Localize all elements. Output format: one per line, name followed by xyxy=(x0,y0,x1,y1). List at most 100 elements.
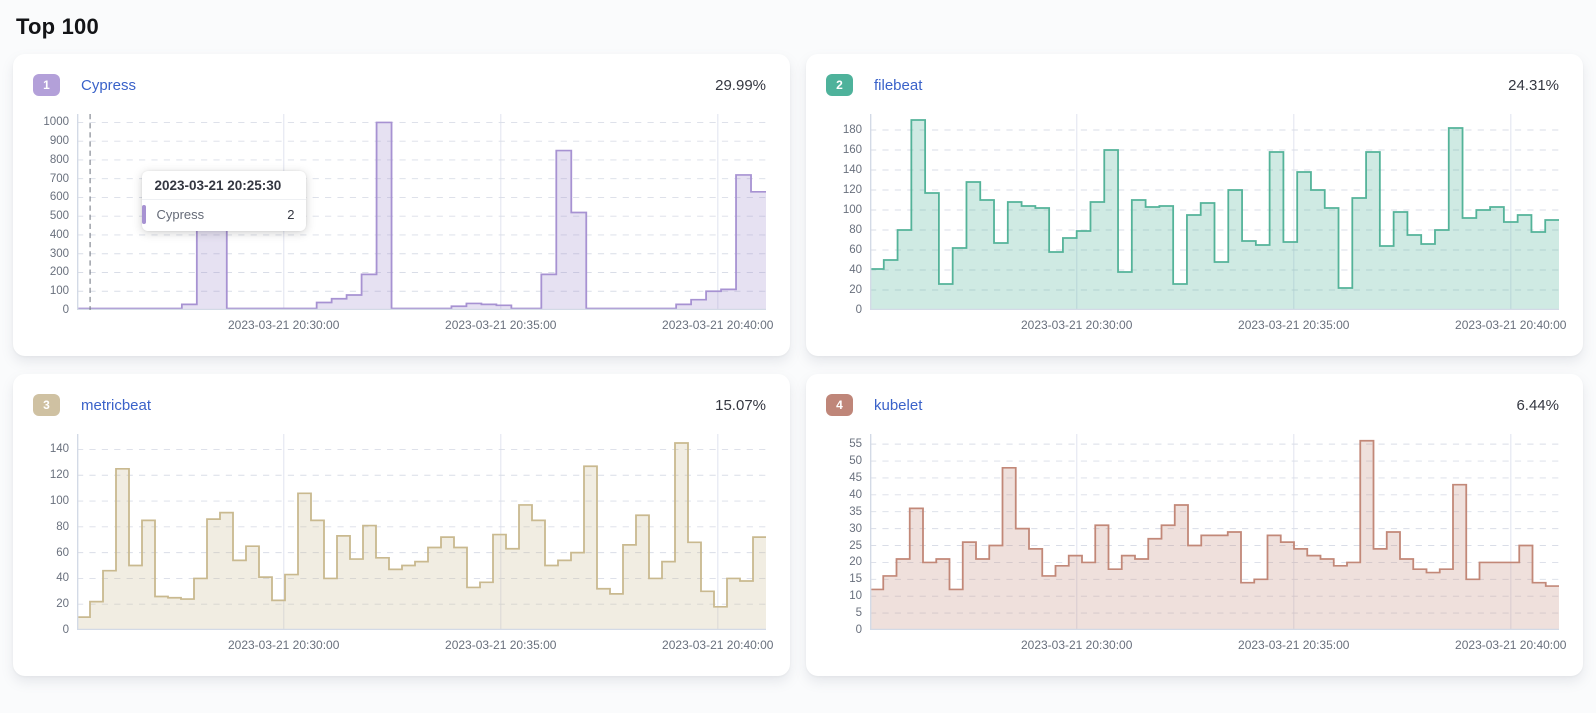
dashboard-grid: 1 Cypress 29.99% 1000 900 800 700 600 500 400 3… xyxy=(13,54,1583,676)
rank-badge: 1 xyxy=(33,74,60,96)
y-tick-label: 180 xyxy=(842,123,862,136)
y-tick-label: 500 xyxy=(49,210,69,223)
x-tick-label: 2023-03-21 20:40:00 xyxy=(662,318,774,332)
y-axis-labels: 55 50 45 40 35 30 25 20 15 10 5 0 xyxy=(826,434,870,636)
chart-tooltip: 2023-03-21 20:25:30 Cypress 2 xyxy=(142,170,307,231)
tooltip-series-name: Cypress xyxy=(156,206,205,222)
x-tick-label: 2023-03-21 20:35:00 xyxy=(1238,318,1350,332)
y-tick-label: 60 xyxy=(849,244,862,256)
y-tick-label: 10 xyxy=(849,590,862,603)
y-tick-label: 900 xyxy=(49,135,69,148)
percentage-value: 15.07% xyxy=(715,396,766,414)
y-tick-label: 0 xyxy=(855,304,862,316)
step-area-chart[interactable]: 180 160 140 120 100 80 60 40 20 0 2023-03-21 20:3… xyxy=(826,114,1566,332)
chart-card-kubelet: 4 kubelet 6.44% 55 50 45 40 35 30 25 20 15 10 5 0 2… xyxy=(806,374,1583,676)
step-area-chart[interactable]: 55 50 45 40 35 30 25 20 15 10 5 0 2023-03-21 20:30:… xyxy=(826,434,1566,652)
series-marker xyxy=(142,204,147,224)
card-header: 4 kubelet 6.44% xyxy=(826,394,1559,416)
series-link-filebeat[interactable]: filebeat xyxy=(874,76,923,94)
y-tick-label: 160 xyxy=(842,143,862,156)
y-tick-label: 55 xyxy=(849,438,862,451)
step-area-chart[interactable]: 1000 900 800 700 600 500 400 300 200 100 0 2023-03… xyxy=(33,114,773,332)
y-tick-label: 120 xyxy=(49,469,69,482)
y-tick-label: 20 xyxy=(849,556,862,569)
card-header: 1 Cypress 29.99% xyxy=(33,74,766,96)
x-tick-label: 2023-03-21 20:40:00 xyxy=(1455,638,1567,652)
y-axis-labels: 180 160 140 120 100 80 60 40 20 0 xyxy=(826,114,870,316)
x-tick-label: 2023-03-21 20:35:00 xyxy=(445,638,557,652)
y-tick-label: 300 xyxy=(49,247,69,260)
x-axis-labels: 2023-03-21 20:30:00 2023-03-21 20:35:00 20… xyxy=(870,630,1567,656)
y-tick-label: 100 xyxy=(49,285,69,298)
y-tick-label: 600 xyxy=(49,191,69,204)
x-axis-labels: 2023-03-21 20:30:00 2023-03-21 20:35:00 20… xyxy=(77,310,774,336)
y-axis-labels: 140 120 100 80 60 40 20 0 xyxy=(33,434,77,636)
chart-plot-area[interactable]: 2023-03-21 20:30:00 2023-03-21 20:35:00 20… xyxy=(77,434,773,652)
series-link-kubelet[interactable]: kubelet xyxy=(874,396,923,414)
y-tick-label: 100 xyxy=(49,495,69,508)
chart-card-filebeat: 2 filebeat 24.31% 180 160 140 120 100 80 60 40 2… xyxy=(806,54,1583,356)
x-tick-label: 2023-03-21 20:40:00 xyxy=(662,638,774,652)
y-tick-label: 400 xyxy=(49,228,69,241)
x-tick-label: 2023-03-21 20:30:00 xyxy=(1020,638,1133,652)
x-axis-labels: 2023-03-21 20:30:00 2023-03-21 20:35:00 20… xyxy=(77,630,774,656)
series-link-cypress[interactable]: Cypress xyxy=(81,76,137,94)
tooltip-timestamp: 2023-03-21 20:25:30 xyxy=(142,171,307,200)
rank-badge: 3 xyxy=(33,394,60,416)
percentage-value: 24.31% xyxy=(1508,76,1559,94)
x-tick-label: 2023-03-21 20:30:00 xyxy=(227,318,340,332)
y-axis-labels: 1000 900 800 700 600 500 400 300 200 100 0 xyxy=(33,114,77,316)
y-tick-label: 50 xyxy=(849,455,862,468)
y-tick-label: 1000 xyxy=(43,116,69,129)
chart-card-metricbeat: 3 metricbeat 15.07% 140 120 100 80 60 40 20 0 2… xyxy=(13,374,790,676)
y-tick-label: 20 xyxy=(849,284,862,296)
y-tick-label: 45 xyxy=(849,471,862,484)
y-tick-label: 15 xyxy=(849,573,862,586)
rank-badge: 4 xyxy=(826,394,853,416)
y-tick-label: 800 xyxy=(49,153,69,166)
y-tick-label: 140 xyxy=(49,443,69,456)
y-tick-label: 20 xyxy=(56,598,69,611)
x-axis-labels: 2023-03-21 20:30:00 2023-03-21 20:35:00 20… xyxy=(870,310,1567,336)
y-tick-label: 5 xyxy=(855,607,862,620)
y-tick-label: 100 xyxy=(842,204,862,216)
y-tick-label: 200 xyxy=(49,266,69,279)
page-title: Top 100 xyxy=(16,14,99,39)
chart-svg xyxy=(77,434,766,630)
chart-card-cypress: 1 Cypress 29.99% 1000 900 800 700 600 500 400 3… xyxy=(13,54,790,356)
y-tick-label: 0 xyxy=(62,624,69,636)
y-tick-label: 40 xyxy=(849,264,862,276)
y-tick-label: 0 xyxy=(855,624,862,636)
chart-plot-area[interactable]: 2023-03-21 20:30:00 2023-03-21 20:35:00 20… xyxy=(870,114,1566,332)
x-tick-label: 2023-03-21 20:30:00 xyxy=(1020,318,1133,332)
percentage-value: 6.44% xyxy=(1516,396,1559,414)
y-tick-label: 120 xyxy=(842,184,862,196)
y-tick-label: 140 xyxy=(842,163,862,176)
card-header: 2 filebeat 24.31% xyxy=(826,74,1559,96)
y-tick-label: 700 xyxy=(49,172,69,185)
chart-plot-area[interactable]: 2023-03-21 20:30:00 2023-03-21 20:35:00 20… xyxy=(870,434,1566,652)
tooltip-series-value: 2 xyxy=(287,206,295,222)
y-tick-label: 30 xyxy=(849,522,862,535)
y-tick-label: 35 xyxy=(849,505,862,518)
y-tick-label: 80 xyxy=(849,224,862,236)
percentage-value: 29.99% xyxy=(715,76,766,94)
y-tick-label: 40 xyxy=(849,488,862,501)
y-tick-label: 25 xyxy=(849,539,862,552)
y-tick-label: 40 xyxy=(56,572,69,585)
x-tick-label: 2023-03-21 20:35:00 xyxy=(445,318,557,332)
rank-badge: 2 xyxy=(826,74,853,96)
x-tick-label: 2023-03-21 20:40:00 xyxy=(1455,318,1567,332)
card-header: 3 metricbeat 15.07% xyxy=(33,394,766,416)
chart-svg xyxy=(870,114,1559,310)
series-link-metricbeat[interactable]: metricbeat xyxy=(81,396,152,414)
y-tick-label: 0 xyxy=(62,304,69,316)
y-tick-label: 60 xyxy=(56,546,69,559)
x-tick-label: 2023-03-21 20:35:00 xyxy=(1238,638,1350,652)
y-tick-label: 80 xyxy=(56,520,69,533)
chart-svg xyxy=(870,434,1559,630)
tooltip-series-row: Cypress 2 xyxy=(142,200,306,231)
chart-plot-area[interactable]: 2023-03-21 20:25:30 Cypress 2 2023-03-21… xyxy=(77,114,773,332)
x-tick-label: 2023-03-21 20:30:00 xyxy=(227,638,340,652)
step-area-chart[interactable]: 140 120 100 80 60 40 20 0 2023-03-21 20:30:00 20… xyxy=(33,434,773,652)
